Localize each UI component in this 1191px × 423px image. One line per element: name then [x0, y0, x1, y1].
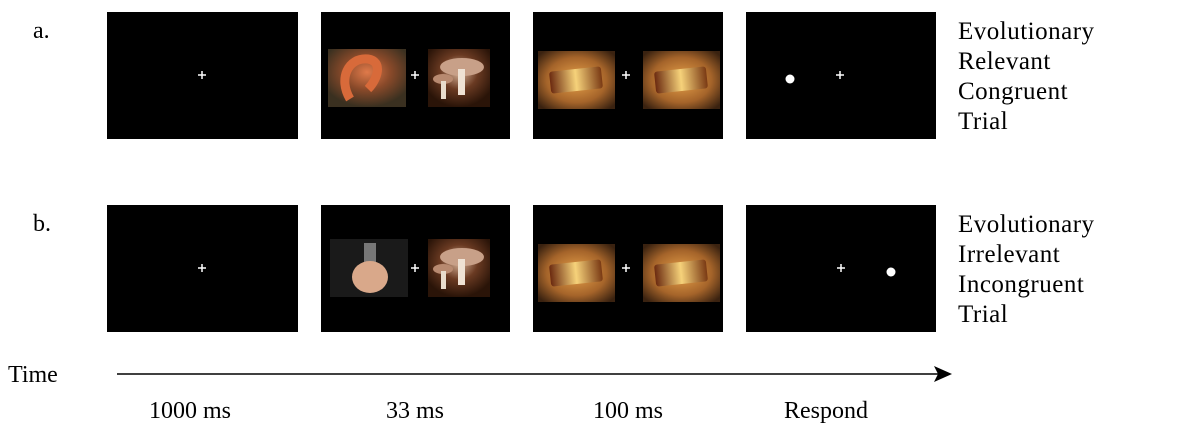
trial-diagram: a. Evolutionary Relevant Congruent Trial b. Ev… — [0, 0, 1191, 423]
trap-image — [538, 51, 615, 109]
trial-caption: Evolutionary — [958, 211, 1095, 238]
trial-caption: Irrelevant — [958, 241, 1060, 268]
trap-image — [643, 51, 720, 109]
trial-caption: Trial — [958, 108, 1008, 135]
trap-image — [538, 244, 615, 302]
trial-caption: Incongruent — [958, 271, 1084, 298]
trial-caption: Trial — [958, 301, 1008, 328]
mushroom-image — [428, 239, 490, 297]
duration-label: 100 ms — [593, 398, 663, 423]
duration-label: Respond — [784, 398, 868, 423]
trap-image — [643, 244, 720, 302]
probe-dot — [786, 75, 795, 84]
duration-label: 1000 ms — [149, 398, 231, 423]
rows: a. Evolutionary Relevant Congruent Trial b. Ev… — [33, 12, 1095, 332]
probe-dot — [887, 268, 896, 277]
trial-caption: Congruent — [958, 78, 1068, 105]
time-label: Time — [8, 362, 58, 388]
row-label: a. — [33, 18, 50, 44]
hand — [352, 261, 388, 293]
row-label: b. — [33, 211, 51, 237]
duration-label: 33 ms — [386, 398, 444, 423]
gun-image — [330, 239, 408, 297]
mushroom-image — [428, 49, 490, 107]
trial-caption: Relevant — [958, 48, 1051, 75]
snake-image — [328, 49, 406, 107]
trial-caption: Evolutionary — [958, 18, 1095, 45]
